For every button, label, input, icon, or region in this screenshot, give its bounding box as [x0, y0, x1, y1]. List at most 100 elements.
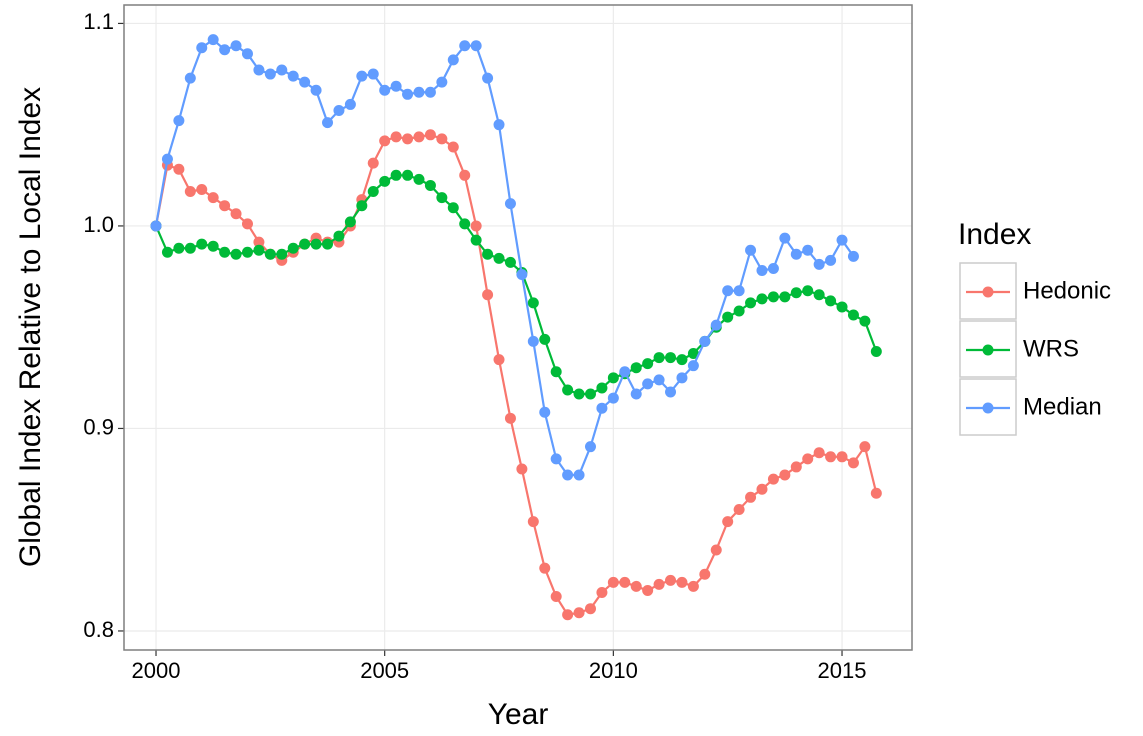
data-point — [653, 578, 665, 590]
data-point — [470, 40, 482, 52]
data-point — [607, 372, 619, 384]
data-point — [161, 153, 173, 165]
data-point — [676, 372, 688, 384]
x-tick-label: 2005 — [360, 658, 409, 683]
data-point — [539, 333, 551, 345]
data-point — [665, 352, 677, 364]
x-tick-label: 2000 — [132, 658, 181, 683]
data-point — [756, 293, 768, 305]
data-point — [207, 240, 219, 252]
data-point — [699, 335, 711, 347]
data-point — [642, 584, 654, 596]
data-point — [322, 117, 334, 129]
data-point — [825, 254, 837, 266]
data-point — [402, 169, 414, 181]
data-point — [653, 352, 665, 364]
legend-point — [982, 286, 994, 298]
data-point — [870, 345, 882, 357]
data-point — [447, 54, 459, 66]
data-point — [230, 248, 242, 260]
data-point — [470, 234, 482, 246]
data-point — [802, 285, 814, 297]
data-point — [356, 200, 368, 212]
data-point — [310, 84, 322, 96]
data-point — [802, 453, 814, 465]
data-point — [630, 388, 642, 400]
data-point — [767, 473, 779, 485]
data-point — [196, 42, 208, 54]
data-point — [287, 70, 299, 82]
data-point — [344, 216, 356, 228]
data-point — [516, 463, 528, 475]
y-axis-label: Global Index Relative to Local Index — [14, 87, 47, 567]
data-point — [253, 244, 265, 256]
data-point — [630, 362, 642, 374]
data-point — [722, 516, 734, 528]
legend-label: Median — [1023, 393, 1102, 420]
data-point — [676, 354, 688, 366]
data-point — [367, 68, 379, 80]
series-line — [155, 174, 878, 396]
data-point — [424, 129, 436, 141]
data-point — [733, 285, 745, 297]
data-point — [413, 131, 425, 143]
data-point — [676, 576, 688, 588]
data-point — [173, 242, 185, 254]
data-point — [619, 576, 631, 588]
data-point — [219, 200, 231, 212]
legend-point — [982, 402, 994, 414]
data-point — [573, 388, 585, 400]
data-point — [847, 250, 859, 262]
data-point — [756, 264, 768, 276]
data-point — [813, 447, 825, 459]
data-point — [379, 135, 391, 147]
data-point — [299, 76, 311, 88]
data-point — [150, 220, 162, 232]
data-point — [722, 285, 734, 297]
data-point — [196, 238, 208, 250]
data-point — [504, 412, 516, 424]
data-point — [402, 133, 414, 145]
data-point — [596, 382, 608, 394]
data-point — [253, 236, 265, 248]
data-point — [299, 238, 311, 250]
data-point — [790, 248, 802, 260]
data-point — [241, 246, 253, 258]
x-axis-label: Year — [488, 698, 549, 731]
data-point — [276, 64, 288, 76]
data-point — [790, 461, 802, 473]
data-point — [390, 80, 402, 92]
data-point — [756, 483, 768, 495]
data-point — [733, 503, 745, 515]
data-point — [367, 157, 379, 169]
data-point — [813, 258, 825, 270]
data-point — [424, 179, 436, 191]
data-point — [813, 289, 825, 301]
data-point — [745, 297, 757, 309]
data-point — [836, 451, 848, 463]
data-point — [184, 186, 196, 198]
data-point — [504, 198, 516, 210]
data-point — [459, 218, 471, 230]
data-point — [527, 516, 539, 528]
data-point — [733, 305, 745, 317]
data-point — [550, 453, 562, 465]
data-point — [333, 105, 345, 117]
data-point — [859, 315, 871, 327]
data-point — [436, 133, 448, 145]
data-point — [482, 72, 494, 84]
data-point — [413, 86, 425, 98]
data-point — [367, 186, 379, 198]
data-point — [527, 297, 539, 309]
data-point — [459, 169, 471, 181]
data-point — [264, 248, 276, 260]
data-point — [310, 238, 322, 250]
data-point — [665, 574, 677, 586]
legend-title: Index — [958, 218, 1031, 251]
legend-label: WRS — [1023, 335, 1079, 362]
data-point — [482, 248, 494, 260]
data-point — [584, 603, 596, 615]
legend-label: Hedonic — [1023, 277, 1111, 304]
data-point — [687, 360, 699, 372]
y-tick-label: 1.1 — [83, 9, 114, 34]
